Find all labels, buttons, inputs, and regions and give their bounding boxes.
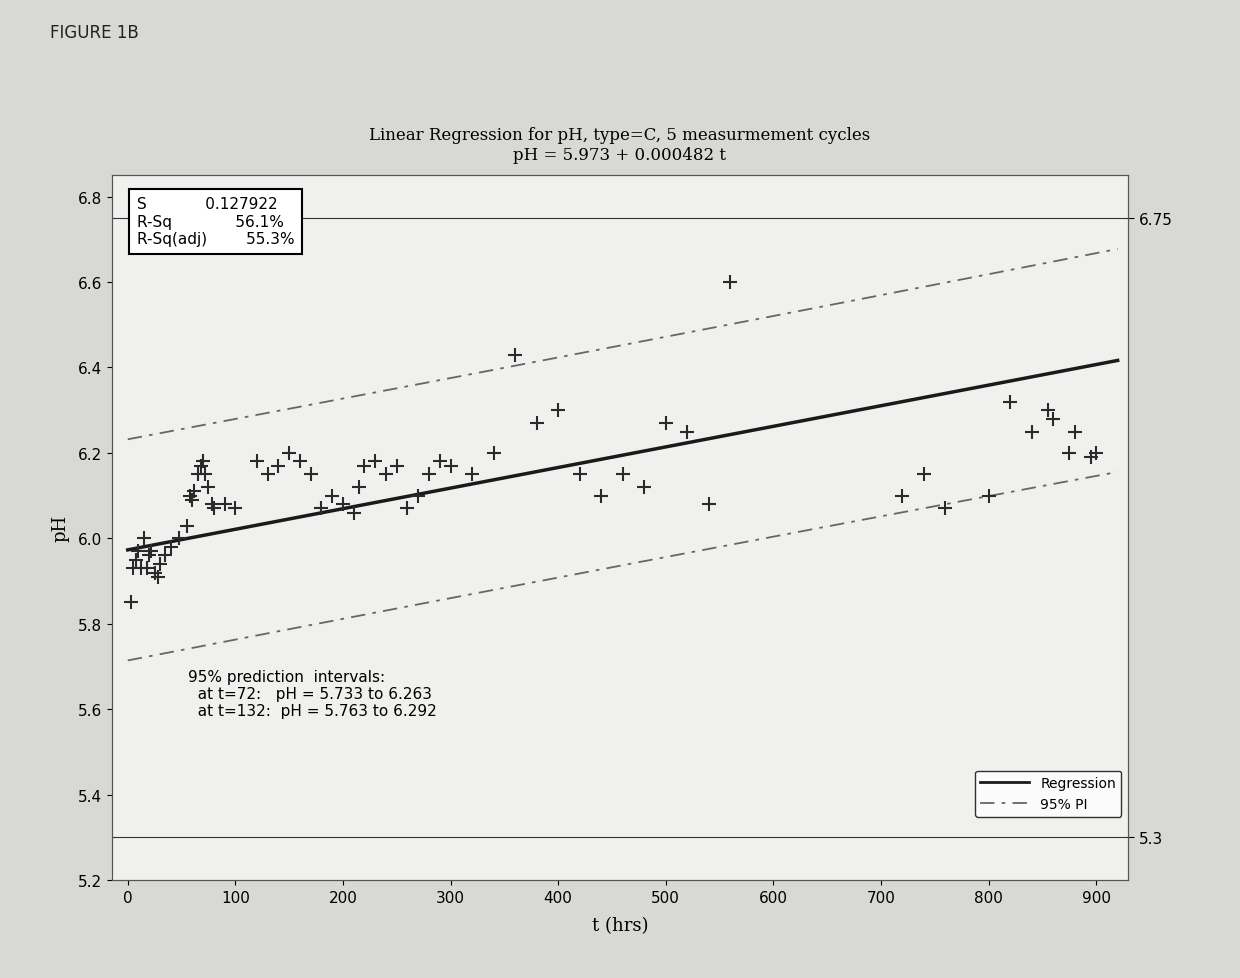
Point bbox=[180, 488, 200, 504]
Point bbox=[398, 501, 418, 516]
Point bbox=[569, 467, 589, 482]
Point bbox=[145, 565, 165, 581]
Point bbox=[548, 403, 568, 419]
Point bbox=[311, 501, 331, 516]
X-axis label: t (hrs): t (hrs) bbox=[591, 916, 649, 934]
Point bbox=[505, 347, 525, 363]
Point bbox=[527, 416, 547, 431]
Point bbox=[191, 459, 211, 474]
Point bbox=[1001, 394, 1021, 410]
Point bbox=[141, 544, 161, 559]
Point bbox=[301, 467, 321, 482]
Point bbox=[170, 531, 190, 547]
Point bbox=[677, 424, 697, 440]
Point bbox=[1086, 446, 1106, 462]
Point bbox=[656, 416, 676, 431]
Point bbox=[185, 484, 205, 500]
Point bbox=[122, 595, 141, 610]
Point bbox=[350, 480, 370, 496]
Text: 95% prediction  intervals:
  at t=72:   pH = 5.733 to 6.263
  at t=132:  pH = 5.: 95% prediction intervals: at t=72: pH = … bbox=[188, 669, 436, 719]
Point bbox=[322, 488, 342, 504]
Text: S            0.127922
R-Sq             56.1%
R-Sq(adj)        55.3%: S 0.127922 R-Sq 56.1% R-Sq(adj) 55.3% bbox=[136, 198, 295, 246]
Title: Linear Regression for pH, type=C, 5 measurmement cycles
pH = 5.973 + 0.000482 t: Linear Regression for pH, type=C, 5 meas… bbox=[370, 127, 870, 163]
Point bbox=[148, 569, 167, 585]
Point bbox=[139, 548, 159, 563]
Point bbox=[440, 459, 460, 474]
Point bbox=[150, 556, 170, 572]
Point bbox=[130, 560, 150, 576]
Point bbox=[1081, 450, 1101, 466]
Point bbox=[591, 488, 611, 504]
Y-axis label: pH: pH bbox=[51, 514, 69, 542]
Point bbox=[1043, 412, 1063, 427]
Point bbox=[193, 454, 213, 469]
Point bbox=[182, 493, 202, 509]
Point bbox=[177, 518, 197, 534]
Legend: Regression, 95% PI: Regression, 95% PI bbox=[975, 771, 1121, 817]
Point bbox=[430, 454, 450, 469]
Point bbox=[408, 488, 428, 504]
Point bbox=[463, 467, 482, 482]
Point bbox=[279, 446, 299, 462]
Point bbox=[187, 467, 207, 482]
Point bbox=[134, 531, 154, 547]
Point bbox=[893, 488, 913, 504]
Point bbox=[366, 454, 386, 469]
Point bbox=[138, 560, 157, 576]
Point bbox=[290, 454, 310, 469]
Point bbox=[226, 501, 246, 516]
Point bbox=[129, 544, 149, 559]
Point bbox=[720, 275, 740, 290]
Point bbox=[203, 501, 223, 516]
Point bbox=[387, 459, 407, 474]
Point bbox=[161, 540, 181, 556]
Point bbox=[376, 467, 396, 482]
Point bbox=[699, 497, 719, 512]
Point bbox=[484, 446, 503, 462]
Point bbox=[334, 497, 353, 512]
Point bbox=[195, 467, 215, 482]
Point bbox=[215, 497, 234, 512]
Point bbox=[1059, 446, 1079, 462]
Point bbox=[343, 506, 363, 521]
Point bbox=[126, 553, 146, 568]
Text: FIGURE 1B: FIGURE 1B bbox=[50, 24, 139, 42]
Point bbox=[1065, 424, 1085, 440]
Point bbox=[355, 459, 374, 474]
Point bbox=[935, 501, 955, 516]
Point bbox=[635, 480, 655, 496]
Point bbox=[202, 497, 222, 512]
Point bbox=[247, 454, 267, 469]
Point bbox=[155, 548, 175, 563]
Point bbox=[258, 467, 278, 482]
Point bbox=[613, 467, 632, 482]
Point bbox=[978, 488, 998, 504]
Point bbox=[268, 459, 288, 474]
Point bbox=[914, 467, 934, 482]
Point bbox=[1022, 424, 1042, 440]
Point bbox=[198, 480, 218, 496]
Point bbox=[419, 467, 439, 482]
Point bbox=[1038, 403, 1058, 419]
Point bbox=[123, 560, 143, 576]
